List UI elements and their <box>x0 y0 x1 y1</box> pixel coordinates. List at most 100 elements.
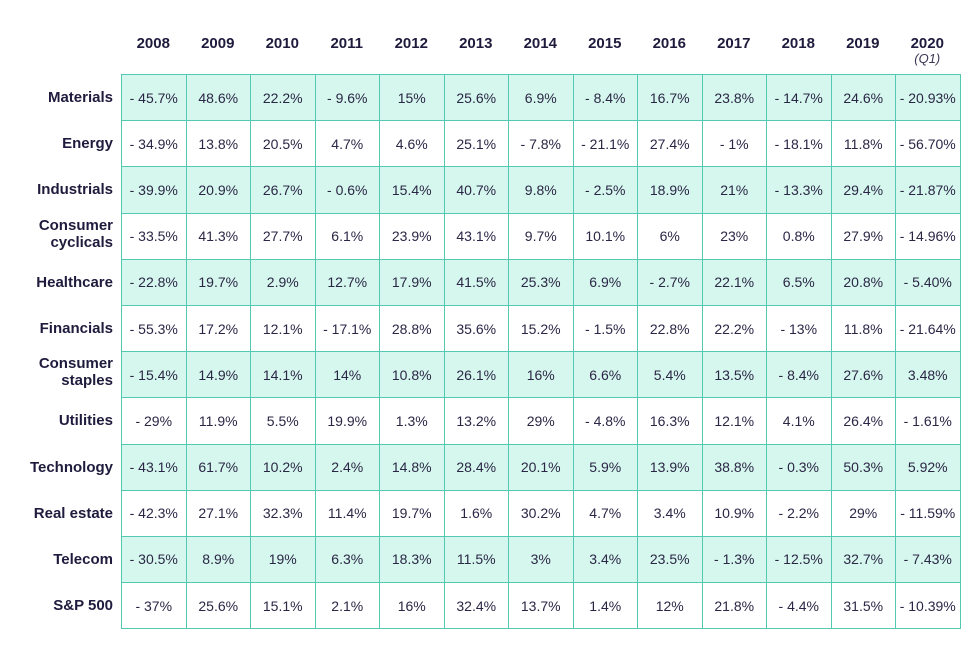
return-cell: 32.4% <box>443 582 509 630</box>
year-note: (Q1) <box>914 51 941 66</box>
year-label: 2008 <box>136 35 170 52</box>
return-cell: 32.7% <box>830 535 896 584</box>
return-cell: - 30.5% <box>121 535 187 584</box>
return-cell: 11.4% <box>314 489 380 537</box>
return-cell: 27.6% <box>830 351 896 399</box>
table-row: - 22.8% 19.7% 2.9% 12.7% 17.9% 41.5% 25.3% 6.9%… <box>121 258 961 306</box>
sector-label: Telecom <box>0 551 113 568</box>
year-header-2013: 2013 <box>444 33 509 73</box>
return-cell: 61.7% <box>185 443 251 491</box>
return-cell: 21.8% <box>701 582 767 630</box>
return-cell: 21% <box>701 166 767 214</box>
year-label: 2015 <box>588 35 622 52</box>
sector-label-line: staples <box>61 372 113 390</box>
year-label: 2012 <box>394 35 428 52</box>
year-header-2015: 2015 <box>573 33 638 73</box>
return-cell: 40.7% <box>443 166 509 214</box>
return-cell: 26.1% <box>443 351 509 399</box>
return-cell: 3.48% <box>895 351 961 399</box>
return-cell: 11.8% <box>830 304 896 353</box>
return-cell: 28.8% <box>379 304 445 353</box>
return-cell: - 39.9% <box>121 166 187 214</box>
return-cell: 20.5% <box>250 120 316 168</box>
return-cell: 6.5% <box>766 258 832 306</box>
return-cell: - 29% <box>121 397 187 445</box>
year-header-2009: 2009 <box>186 33 251 73</box>
sector-label-line: cyclicals <box>50 233 113 251</box>
year-header-2016: 2016 <box>637 33 702 73</box>
year-header-2017: 2017 <box>702 33 767 73</box>
return-cell: - 5.40% <box>895 258 961 306</box>
return-cell: 16.7% <box>637 73 703 122</box>
return-cell: 13.5% <box>701 351 767 399</box>
return-cell: - 21.87% <box>895 166 961 214</box>
return-cell: - 8.4% <box>766 351 832 399</box>
year-label: 2014 <box>523 35 557 52</box>
return-cell: 13.7% <box>508 582 574 630</box>
sector-label-line: Telecom <box>53 551 113 568</box>
return-cell: - 7.43% <box>895 535 961 584</box>
return-cell: 29.4% <box>830 166 896 214</box>
return-cell: 22.2% <box>701 304 767 353</box>
return-cell: 48.6% <box>185 73 251 122</box>
return-cell: 23% <box>701 212 767 260</box>
return-cell: - 33.5% <box>121 212 187 260</box>
return-cell: - 42.3% <box>121 489 187 537</box>
sector-label: Materials <box>0 89 113 106</box>
return-cell: - 2.5% <box>572 166 638 214</box>
year-label: 2009 <box>201 35 235 52</box>
return-cell: - 0.3% <box>766 443 832 491</box>
sector-label: Industrials <box>0 181 113 198</box>
return-cell: 10.8% <box>379 351 445 399</box>
table-row: - 39.9% 20.9% 26.7% - 0.6% 15.4% 40.7% 9.8% - 2… <box>121 166 961 214</box>
return-cell: 4.1% <box>766 397 832 445</box>
table-row: - 37% 25.6% 15.1% 2.1% 16% 32.4% 13.7% 1.4% 12% 2… <box>121 582 961 630</box>
return-cell: 29% <box>508 397 574 445</box>
return-cell: 10.1% <box>572 212 638 260</box>
return-cell: 16% <box>379 582 445 630</box>
return-cell: - 4.8% <box>572 397 638 445</box>
table-row: - 42.3% 27.1% 32.3% 11.4% 19.7% 1.6% 30.2% 4.7%… <box>121 489 961 537</box>
return-cell: 26.4% <box>830 397 896 445</box>
return-cell: - 20.93% <box>895 73 961 122</box>
return-cell: 12.1% <box>701 397 767 445</box>
sector-label-line: Healthcare <box>36 273 113 291</box>
year-label: 2017 <box>717 35 751 52</box>
sector-label: Energy <box>0 135 113 152</box>
year-label: 2018 <box>781 35 815 52</box>
sector-label-line: Technology <box>29 458 113 476</box>
return-cell: - 37% <box>121 582 187 630</box>
return-cell: 12.1% <box>250 304 316 353</box>
return-cell: 13.8% <box>185 120 251 168</box>
return-cell: 4.7% <box>314 120 380 168</box>
return-cell: 10.9% <box>701 489 767 537</box>
sector-label: Real estate <box>0 505 113 522</box>
sector-label: Consumer cyclicals <box>0 217 113 251</box>
return-cell: 15.2% <box>508 304 574 353</box>
sector-label: Healthcare <box>0 274 113 291</box>
return-cell: 27.9% <box>830 212 896 260</box>
return-cell: - 21.1% <box>572 120 638 168</box>
return-cell: - 12.5% <box>766 535 832 584</box>
return-cell: - 11.59% <box>895 489 961 537</box>
return-cell: 10.2% <box>250 443 316 491</box>
return-cell: 14% <box>314 351 380 399</box>
return-cell: 11.9% <box>185 397 251 445</box>
sector-label-line: Industrials <box>37 181 113 199</box>
return-cell: - 7.8% <box>508 120 574 168</box>
sector-label: Consumer staples <box>0 355 113 389</box>
return-cell: - 8.4% <box>572 73 638 122</box>
return-cell: 12.7% <box>314 258 380 306</box>
year-label: 2011 <box>330 35 364 52</box>
return-cell: 50.3% <box>830 443 896 491</box>
return-cell: - 17.1% <box>314 304 380 353</box>
return-cell: - 2.2% <box>766 489 832 537</box>
sector-label: Financials <box>0 320 113 337</box>
return-cell: 12% <box>637 582 703 630</box>
return-cell: 23.9% <box>379 212 445 260</box>
sector-label-line: S&P 500 <box>53 597 113 615</box>
year-label: 2013 <box>459 35 493 52</box>
return-cell: 4.6% <box>379 120 445 168</box>
return-cell: 19.7% <box>379 489 445 537</box>
